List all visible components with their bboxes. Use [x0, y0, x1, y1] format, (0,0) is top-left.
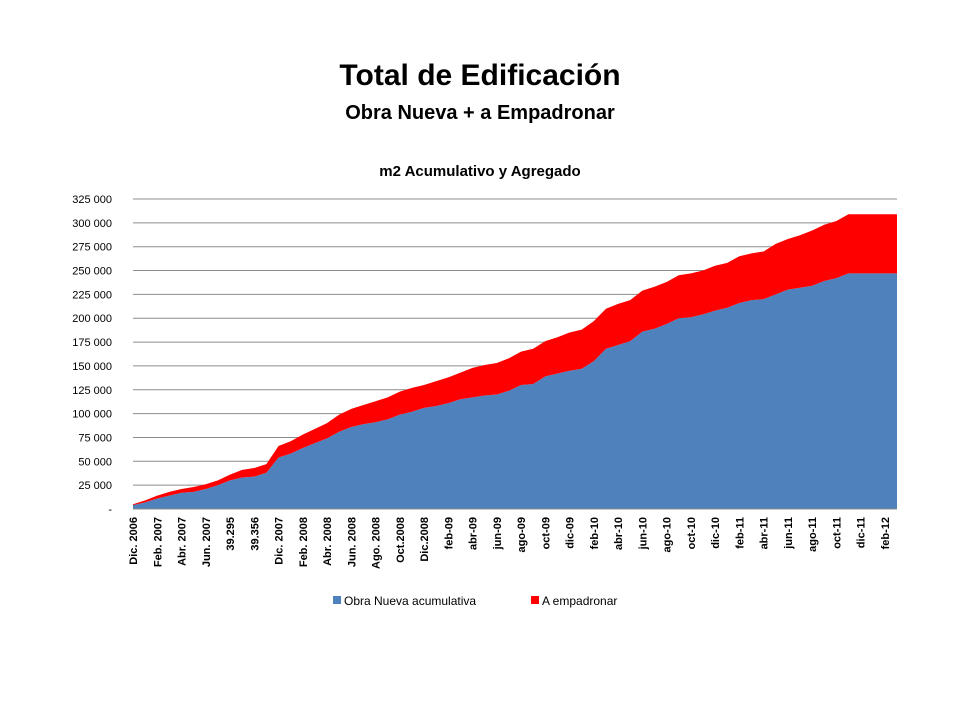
legend-swatch: [531, 596, 539, 604]
x-tick-label: Ago. 2008: [371, 517, 383, 569]
y-tick-label: 275 000: [72, 242, 112, 254]
legend-swatch: [333, 596, 341, 604]
x-tick-label: Dic.2008: [419, 517, 431, 562]
x-tick-label: feb-10: [589, 517, 601, 549]
x-tick-label: feb-12: [880, 517, 892, 549]
y-tick-label: 300 000: [72, 218, 112, 230]
chart-title: m2 Acumulativo y Agregado: [379, 163, 580, 180]
y-tick-label: 225 000: [72, 289, 112, 301]
x-tick-label: jun-10: [637, 517, 649, 550]
y-tick-label: 325 000: [72, 194, 112, 206]
x-tick-label: Dic. 2006: [128, 517, 140, 565]
area: [133, 273, 897, 509]
x-tick-label: jun-11: [783, 517, 795, 550]
y-tick-label: 25 000: [78, 480, 112, 492]
y-tick-label: 150 000: [72, 361, 112, 373]
subtitle: Obra Nueva + a Empadronar: [345, 102, 615, 124]
x-tick-label: Jun. 2008: [346, 517, 358, 567]
y-tick-label: 250 000: [72, 266, 112, 278]
y-tick-label: 200 000: [72, 313, 112, 325]
y-tick-label: 75 000: [78, 432, 112, 444]
x-tick-label: jun-09: [492, 517, 504, 550]
x-tick-label: oct-10: [686, 517, 698, 549]
x-tick-label: abr-10: [613, 517, 625, 550]
x-tick-label: 39.356: [249, 517, 261, 551]
y-tick-label: 125 000: [72, 385, 112, 397]
x-tick-label: Jun. 2007: [201, 517, 213, 567]
x-tick-label: Dic. 2007: [274, 517, 286, 565]
x-tick-label: abr-09: [468, 517, 480, 550]
x-tick-label: dic-09: [565, 517, 577, 549]
x-tick-label: dic-10: [710, 517, 722, 549]
x-tick-label: Oct.2008: [395, 517, 407, 563]
x-tick-label: dic-11: [856, 517, 868, 548]
x-tick-label: Abr. 2007: [177, 517, 189, 566]
x-tick-label: oct-11: [831, 517, 843, 549]
x-tick-label: Feb. 2008: [298, 517, 310, 567]
legend-label: Obra Nueva acumulativa: [344, 594, 476, 608]
y-tick-label: 175 000: [72, 337, 112, 349]
x-tick-label: feb-09: [443, 517, 455, 549]
y-tick-label: -: [108, 504, 112, 516]
x-tick-label: Feb. 2007: [152, 517, 164, 567]
y-tick-label: 100 000: [72, 409, 112, 421]
x-tick-label: feb-11: [734, 517, 746, 549]
x-tick-label: 39.295: [225, 517, 237, 551]
x-tick-label: abr-11: [759, 517, 771, 549]
x-tick-label: oct-09: [540, 517, 552, 549]
title: Total de Edificación: [339, 59, 620, 92]
x-tick-label: ago-11: [807, 517, 819, 552]
legend-label: A empadronar: [542, 594, 617, 608]
x-tick-label: ago-09: [516, 517, 528, 552]
x-tick-label: ago-10: [662, 517, 674, 552]
y-tick-label: 50 000: [78, 456, 112, 468]
x-tick-label: Abr. 2008: [322, 517, 334, 566]
area: [133, 214, 897, 506]
